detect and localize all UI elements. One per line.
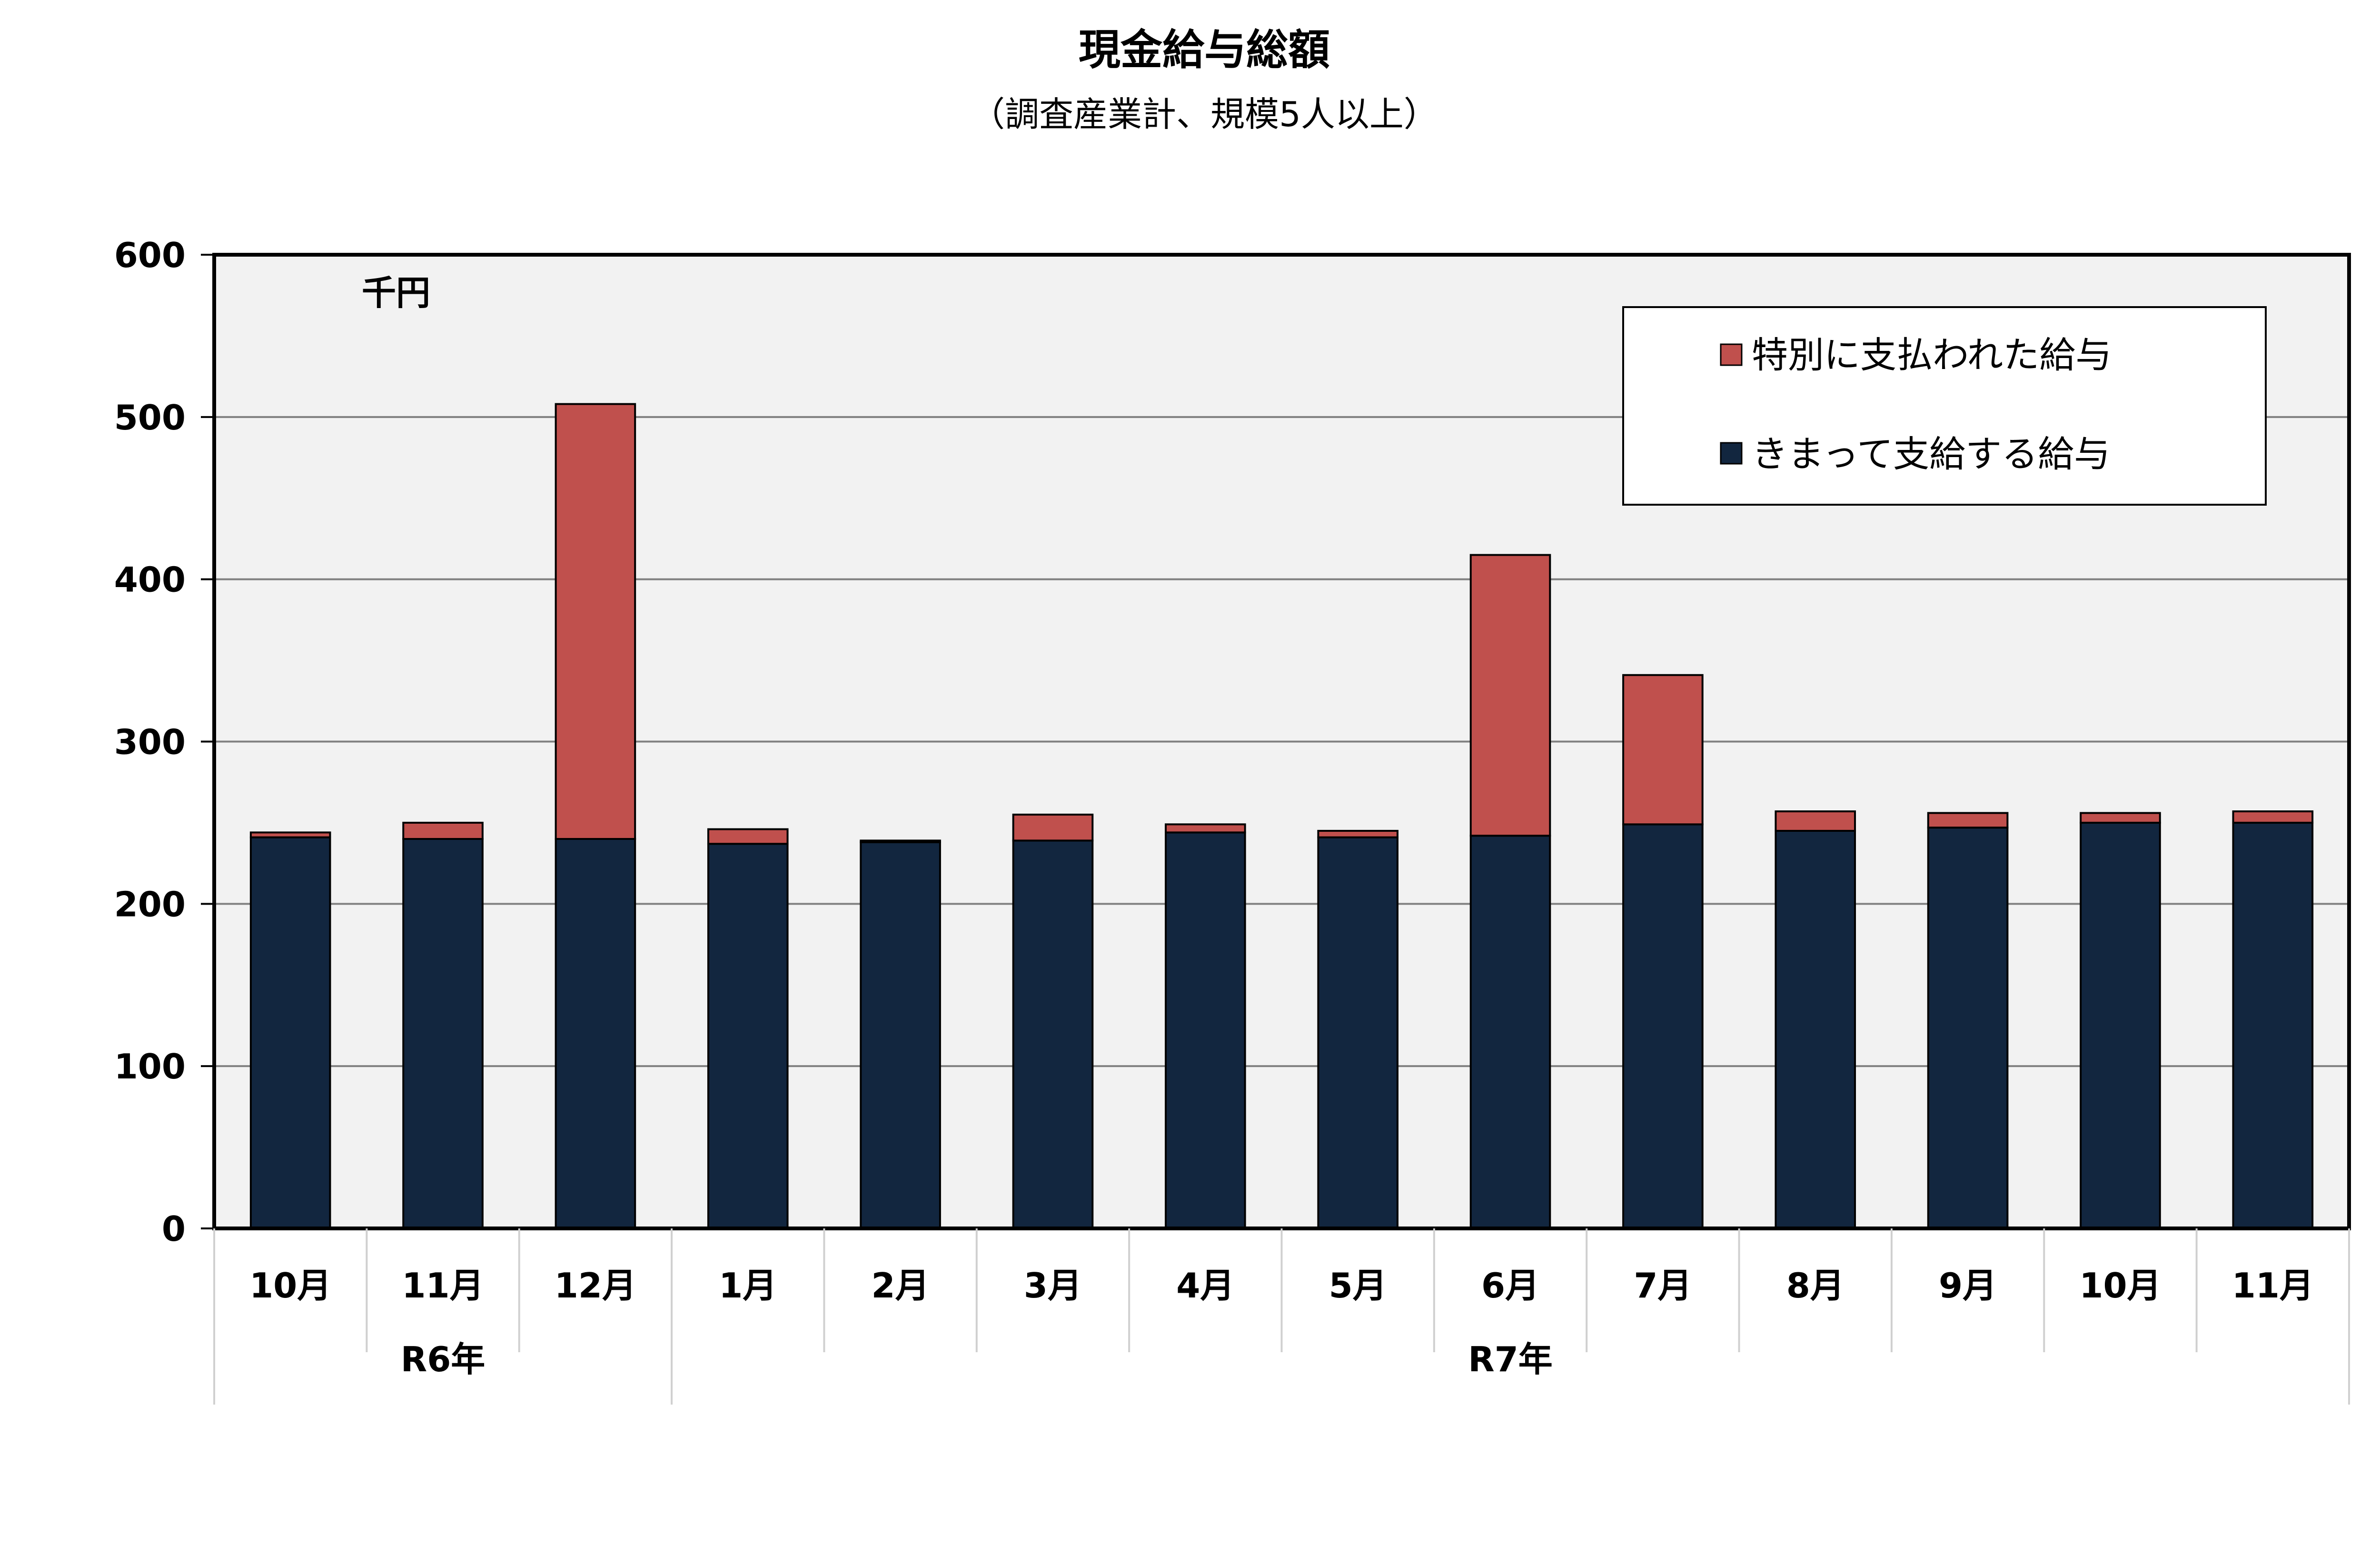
legend-label-regular: きまって支給する給与 — [1752, 433, 2110, 475]
x-tick-label: 2月 — [872, 1266, 930, 1306]
legend-label-bonus: 特別に支払われた給与 — [1752, 334, 2112, 376]
bar-regular-pay — [1927, 827, 2009, 1230]
x-tick-label: 11月 — [2232, 1266, 2314, 1306]
bar-regular-pay — [402, 838, 484, 1229]
bar-special-pay — [1775, 810, 1856, 832]
x-tick-label: 4月 — [1176, 1266, 1234, 1306]
bar-regular-pay — [2232, 821, 2314, 1229]
bar-regular-pay — [1775, 829, 1856, 1230]
legend-swatch-regular — [1720, 442, 1743, 465]
bar-regular-pay — [555, 838, 636, 1229]
x-tick-label: 1月 — [719, 1266, 777, 1306]
legend: 特別に支払われた給与 きまって支給する給与 — [1622, 306, 2267, 506]
x-tick-label: 3月 — [1024, 1266, 1082, 1306]
bar-special-pay — [402, 821, 484, 840]
bar-special-pay — [1317, 829, 1398, 838]
bar-regular-pay — [707, 843, 789, 1229]
chart-title: 現金給与総額 — [1079, 25, 1330, 74]
x-tick-label: 8月 — [1786, 1266, 1844, 1306]
legend-box — [1622, 306, 2267, 506]
bar-regular-pay — [1622, 823, 1704, 1229]
bar-special-pay — [1469, 554, 1551, 837]
y-tick-label: 400 — [114, 560, 186, 600]
bar-regular-pay — [860, 841, 941, 1229]
legend-swatch-bonus — [1720, 343, 1743, 366]
bar-special-pay — [1927, 812, 2009, 829]
bar-special-pay — [555, 403, 636, 840]
bar-regular-pay — [1012, 839, 1094, 1229]
y-axis: 0 100 200 300 400 500 600 — [114, 235, 214, 1249]
bar-special-pay — [860, 839, 941, 843]
bar-regular-pay — [249, 836, 331, 1229]
unit-label: 千円 — [362, 273, 430, 313]
chart-subtitle: （調査産業計、規模5人以上） — [971, 94, 1438, 134]
y-tick-label: 0 — [162, 1209, 186, 1249]
y-tick-label: 600 — [114, 235, 186, 275]
y-tick-label: 500 — [114, 398, 186, 438]
bar-special-pay — [2080, 812, 2161, 824]
bar-special-pay — [707, 828, 789, 845]
bar-special-pay — [1012, 813, 1094, 842]
x-tick-label: 12月 — [555, 1266, 636, 1306]
bar-special-pay — [1165, 823, 1246, 834]
x-tick-label: 10月 — [2079, 1266, 2161, 1306]
bars — [249, 403, 2314, 1230]
bar-regular-pay — [1469, 835, 1551, 1229]
x-tick-label: 9月 — [1939, 1266, 1997, 1306]
x-tick-label: 5月 — [1329, 1266, 1387, 1306]
x-tick-label: 10月 — [249, 1266, 331, 1306]
bar-special-pay — [1622, 674, 1704, 826]
bar-special-pay — [249, 831, 331, 838]
x-axis: 10月 11月 12月 1月 2月 3月 4月 5月 6月 7月 8月 9月 10月 11月 R6年 R7年 — [213, 1228, 2350, 1405]
bar-special-pay — [2232, 810, 2314, 824]
bar-regular-pay — [2080, 821, 2161, 1229]
y-tick-label: 100 — [114, 1047, 186, 1087]
bar-regular-pay — [1165, 831, 1246, 1230]
x-tick-label: 6月 — [1481, 1266, 1539, 1306]
year-group-label: R6年 — [401, 1339, 486, 1379]
year-group-label: R7年 — [1468, 1339, 1553, 1379]
y-tick-label: 200 — [114, 884, 186, 924]
x-tick-label: 11月 — [402, 1266, 484, 1306]
bar-regular-pay — [1317, 836, 1398, 1229]
y-tick-label: 300 — [114, 722, 186, 762]
x-tick-label: 7月 — [1634, 1266, 1692, 1306]
